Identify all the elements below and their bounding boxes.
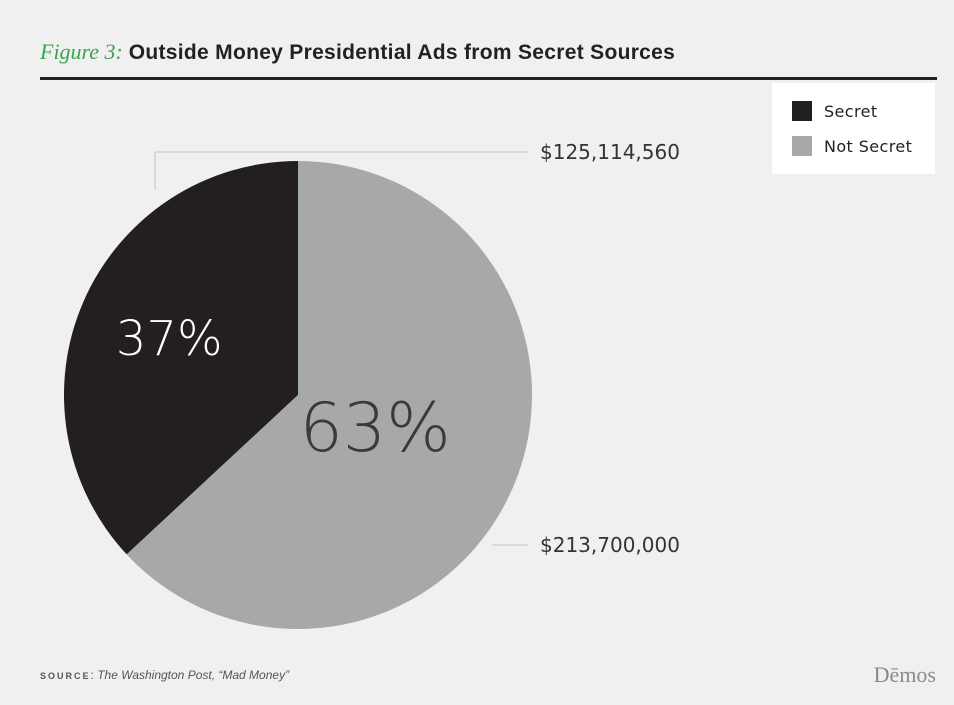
source-word: SOURCE	[40, 671, 91, 681]
legend-swatch-not-secret	[792, 136, 812, 156]
leader-lines	[154, 151, 528, 546]
leader-line-secret	[154, 151, 528, 190]
legend-item-not-secret: Not Secret	[792, 136, 912, 156]
legend-swatch-secret	[792, 101, 812, 121]
legend: Secret Not Secret	[772, 83, 935, 174]
slice-not-secret	[126, 161, 532, 630]
source-text: The Washington Post, “Mad Money”	[93, 668, 290, 682]
legend-label-secret: Secret	[824, 101, 878, 121]
value-label-secret: $125,114,560	[540, 140, 680, 164]
pie-labels: 37% 63% $125,114,560 $213,700,000	[116, 140, 680, 557]
slice-not-secret-percent-label: 63%	[300, 389, 451, 468]
slice-secret	[63, 161, 298, 555]
slice-secret-percent-label: 37%	[116, 311, 223, 367]
chart-title: Figure 3: Outside Money Presidential Ads…	[40, 38, 675, 67]
demos-logo: Dēmos	[873, 662, 936, 687]
figure-label: Figure 3:	[40, 39, 123, 64]
source-separator: :	[90, 668, 94, 682]
pie-slices	[63, 161, 532, 630]
source-note: SOURCE: The Washington Post, “Mad Money”	[40, 668, 289, 682]
value-label-not-secret: $213,700,000	[540, 533, 680, 557]
legend-label-not-secret: Not Secret	[824, 136, 913, 156]
legend-item-secret: Secret	[792, 101, 878, 121]
figure-title: Outside Money Presidential Ads from Secr…	[128, 41, 676, 64]
title-rule	[40, 77, 937, 80]
